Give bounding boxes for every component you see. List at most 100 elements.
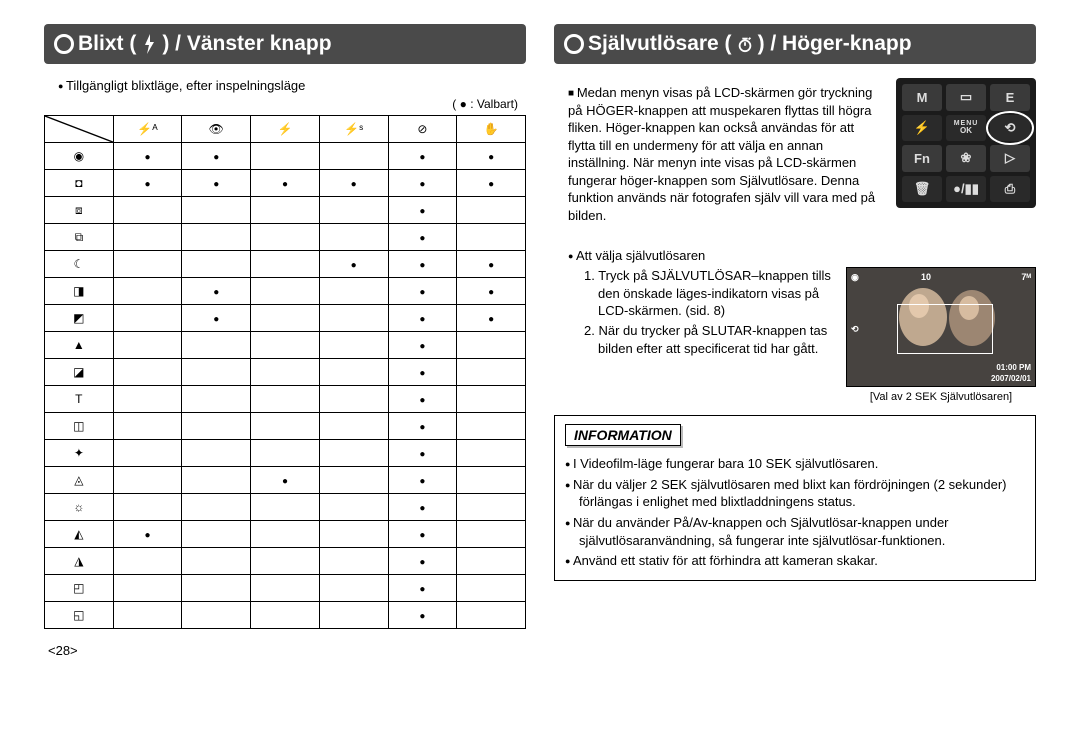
table-cell xyxy=(182,251,251,278)
table-cell xyxy=(457,602,526,629)
table-cell xyxy=(319,170,388,197)
col-header: ⚡ᴬ xyxy=(113,116,182,143)
table-cell xyxy=(251,197,320,224)
col-header: ⚡ˢ xyxy=(319,116,388,143)
key-fn: Fn xyxy=(902,145,942,172)
row-header: ◭ xyxy=(45,521,114,548)
table-cell xyxy=(388,143,457,170)
table-cell xyxy=(251,278,320,305)
table-cell xyxy=(319,548,388,575)
table-cell xyxy=(251,440,320,467)
lcd-count: 10 xyxy=(921,272,931,282)
table-row: ◱ xyxy=(45,602,526,629)
table-cell xyxy=(113,224,182,251)
table-cell xyxy=(457,494,526,521)
info-item: I Videofilm-läge fungerar bara 10 SEK sj… xyxy=(565,455,1025,473)
table-cell xyxy=(457,143,526,170)
table-cell xyxy=(182,602,251,629)
table-row: ◨ xyxy=(45,278,526,305)
table-row: ◘ xyxy=(45,170,526,197)
table-cell xyxy=(319,602,388,629)
right-title-pre: Självutlösare ( xyxy=(588,32,732,56)
row-header: ⧉ xyxy=(45,224,114,251)
row-header: ◘ xyxy=(45,170,114,197)
info-heading: INFORMATION xyxy=(565,424,681,446)
table-cell xyxy=(319,143,388,170)
table-cell xyxy=(113,170,182,197)
lcd-size-icon: 7ᴹ xyxy=(1021,272,1031,282)
table-cell xyxy=(319,224,388,251)
left-title-post: ) / Vänster knapp xyxy=(162,32,331,56)
table-cell xyxy=(457,575,526,602)
table-cell xyxy=(182,197,251,224)
table-cell xyxy=(182,575,251,602)
row-header: ◱ xyxy=(45,602,114,629)
lcd-date: 2007/02/01 xyxy=(991,374,1031,383)
key-play: ▷ xyxy=(990,145,1030,172)
info-item: När du använder På/Av-knappen och Självu… xyxy=(565,514,1025,549)
table-cell xyxy=(388,332,457,359)
table-cell xyxy=(251,305,320,332)
table-row: ◫ xyxy=(45,413,526,440)
key-trash: 🗑 xyxy=(902,176,942,203)
table-cell xyxy=(251,359,320,386)
lcd-mode-icon: ◉ xyxy=(851,272,859,283)
table-cell xyxy=(113,575,182,602)
table-cell xyxy=(457,224,526,251)
key-e: E xyxy=(990,84,1030,111)
table-cell xyxy=(251,467,320,494)
table-cell xyxy=(251,494,320,521)
table-cell xyxy=(457,197,526,224)
table-cell xyxy=(251,386,320,413)
table-cell xyxy=(319,521,388,548)
table-cell xyxy=(113,251,182,278)
table-cell xyxy=(182,413,251,440)
table-cell xyxy=(457,440,526,467)
left-subheading: Tillgängligt blixtläge, efter inspelning… xyxy=(58,78,526,93)
key-print: ⎙ xyxy=(990,176,1030,203)
row-header: ◫ xyxy=(45,413,114,440)
lcd-caption: [Val av 2 SEK Självutlösaren] xyxy=(846,391,1036,403)
table-row: ◪ xyxy=(45,359,526,386)
key-menu-ok: MENUOK xyxy=(946,115,986,142)
info-item: Använd ett stativ för att förhindra att … xyxy=(565,552,1025,570)
lcd-time: 01:00 PM xyxy=(996,363,1031,372)
row-header: ◨ xyxy=(45,278,114,305)
flash-mode-table: ⚡ᴬ👁⚡⚡ˢ⊘✋ ◉◘⧈⧉☾◨◩▲◪T◫✦◬☼◭◮◰◱ xyxy=(44,115,526,629)
table-row: ☼ xyxy=(45,494,526,521)
table-cell xyxy=(388,359,457,386)
table-cell xyxy=(319,332,388,359)
info-item: När du väljer 2 SEK självutlösaren med b… xyxy=(565,476,1025,511)
table-cell xyxy=(113,305,182,332)
table-row: T xyxy=(45,386,526,413)
table-cell xyxy=(319,251,388,278)
row-header: ⧈ xyxy=(45,197,114,224)
lcd-timer-icon: ⟲ xyxy=(851,324,859,335)
row-header: ◩ xyxy=(45,305,114,332)
table-cell xyxy=(182,548,251,575)
table-cell xyxy=(251,521,320,548)
table-cell xyxy=(113,548,182,575)
row-header: ◰ xyxy=(45,575,114,602)
left-title: Blixt ( ) / Vänster knapp xyxy=(44,24,526,64)
step-2: 2. När du trycker på SLUTAR-knappen tas … xyxy=(584,322,834,357)
table-cell xyxy=(388,521,457,548)
flash-icon xyxy=(140,33,158,55)
table-cell xyxy=(319,413,388,440)
table-cell xyxy=(182,494,251,521)
table-cell xyxy=(182,305,251,332)
table-cell xyxy=(319,278,388,305)
intro-paragraph: Medan menyn visas på LCD-skärmen gör try… xyxy=(568,84,884,224)
table-cell xyxy=(457,251,526,278)
table-cell xyxy=(182,278,251,305)
table-cell xyxy=(388,305,457,332)
col-header: ✋ xyxy=(457,116,526,143)
table-row: ⧈ xyxy=(45,197,526,224)
table-cell xyxy=(113,143,182,170)
table-cell xyxy=(251,575,320,602)
table-cell xyxy=(457,521,526,548)
key-macro: ❀ xyxy=(946,145,986,172)
table-row: ◉ xyxy=(45,143,526,170)
key-timer: ⟲ xyxy=(990,115,1030,142)
table-row: ◭ xyxy=(45,521,526,548)
